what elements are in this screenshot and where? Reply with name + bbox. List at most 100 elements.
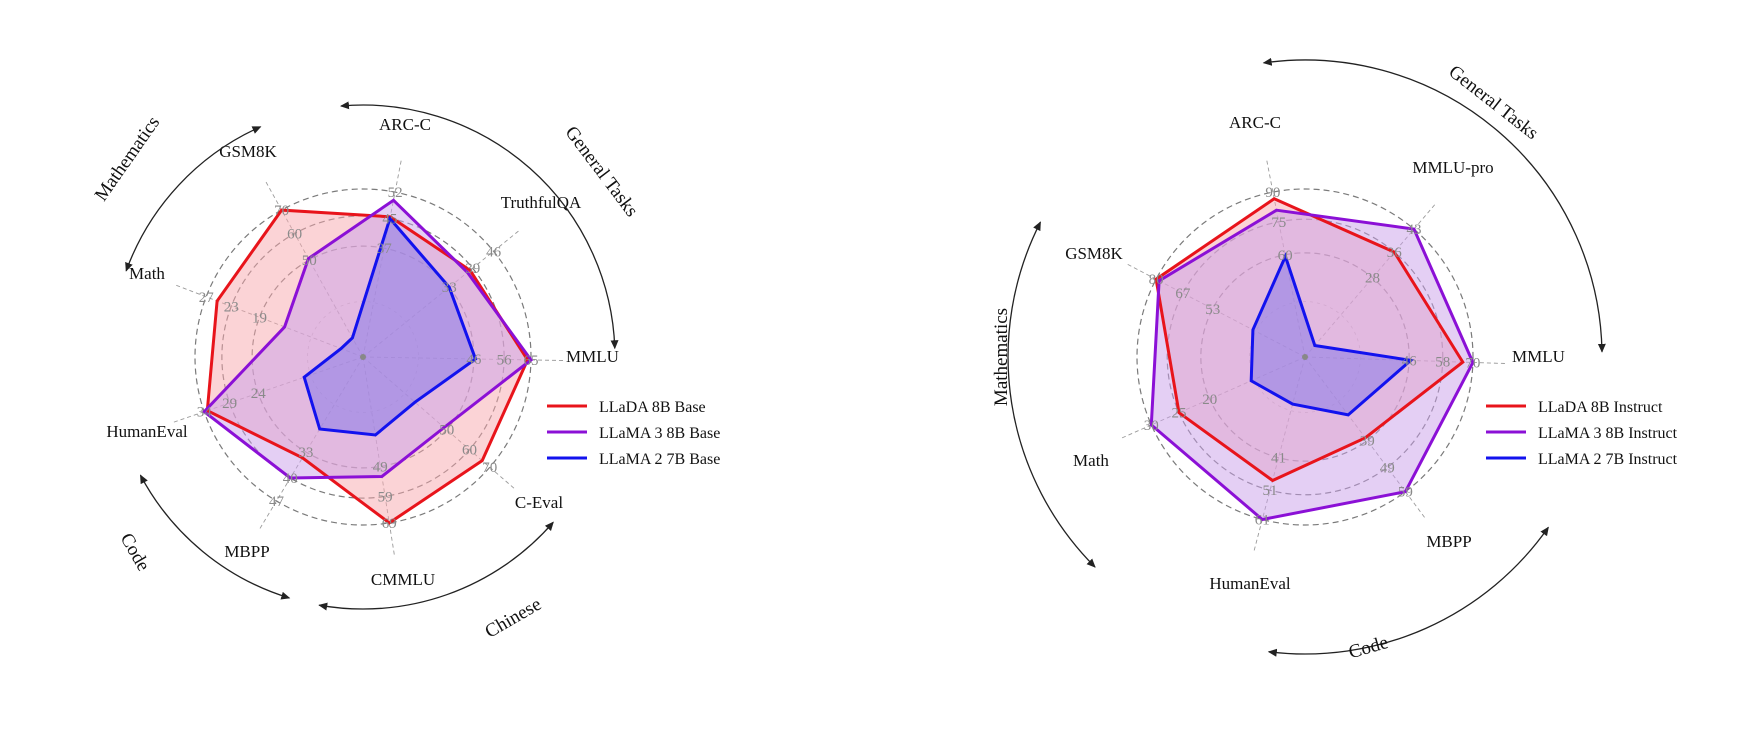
tick-label: 34 bbox=[197, 405, 213, 421]
axis-label-mmlu-pro: MMLU-pro bbox=[1412, 158, 1493, 177]
tick-label: 75 bbox=[1271, 215, 1286, 231]
category-arc-mathematics bbox=[125, 126, 262, 272]
legend-label-llama-3-8b-instruct: LLaMA 3 8B Instruct bbox=[1538, 425, 1678, 442]
tick-label: 29 bbox=[222, 396, 237, 412]
tick-label: 46 bbox=[1402, 353, 1418, 369]
category-arc-mathematics bbox=[1007, 221, 1096, 568]
tick-label: 59 bbox=[1398, 485, 1413, 501]
tick-label: 50 bbox=[302, 253, 317, 269]
tick-label: 39 bbox=[1360, 434, 1375, 450]
group-label-chinese: Chinese bbox=[481, 594, 545, 643]
axis-label-mbpp: MBPP bbox=[224, 542, 269, 561]
axis-label-arc-c: ARC-C bbox=[1229, 113, 1281, 132]
tick-label: 49 bbox=[1380, 460, 1395, 476]
tick-label: 36 bbox=[1387, 245, 1403, 261]
tick-label: 27 bbox=[199, 290, 215, 306]
tick-label: 46 bbox=[486, 244, 502, 260]
tick-label: 33 bbox=[298, 445, 313, 461]
series-line-llama-3-8b-base bbox=[201, 198, 534, 480]
tick-label: 39 bbox=[465, 261, 480, 277]
category-arc-chinese bbox=[318, 521, 554, 611]
tick-label: 45 bbox=[382, 212, 397, 228]
tick-label: 60 bbox=[287, 227, 302, 243]
axis-label-math: Math bbox=[1073, 451, 1109, 470]
axis-label-gsm8k: GSM8K bbox=[1065, 244, 1123, 263]
tick-label: 28 bbox=[1365, 271, 1380, 287]
axis-label-humaneval: HumanEval bbox=[106, 422, 187, 441]
tick-label: 33 bbox=[442, 280, 457, 296]
legend-label-llada-8b-base: LLaDA 8B Base bbox=[599, 399, 706, 416]
tick-label: 23 bbox=[224, 299, 239, 315]
axis-label-truthfulqa: TruthfulQA bbox=[501, 193, 582, 212]
tick-label: 61 bbox=[1255, 513, 1270, 529]
axis-label-math: Math bbox=[129, 264, 165, 283]
legend-label-llama-3-8b-base: LLaMA 3 8B Base bbox=[599, 425, 720, 442]
category-arc-start-chinese bbox=[544, 521, 554, 531]
grid-ring bbox=[194, 188, 532, 526]
legend: LLaDA 8B Base LLaMA 3 8B Base LLaMA 2 7B B… bbox=[547, 399, 720, 468]
category-arc-general-tasks bbox=[1263, 59, 1606, 353]
tick-label: 25 bbox=[1172, 406, 1187, 422]
axis-label-mmlu: MMLU bbox=[1512, 347, 1565, 366]
tick-label: 30 bbox=[1144, 418, 1159, 434]
tick-label: 51 bbox=[1263, 483, 1278, 499]
legend: LLaDA 8B Instruct LLaMA 3 8B Instruct LLaM… bbox=[1486, 399, 1678, 468]
tick-label: 47 bbox=[269, 494, 285, 510]
group-label-code: Code bbox=[116, 530, 154, 575]
tick-label: 65 bbox=[524, 353, 539, 369]
category-arc-code bbox=[1267, 527, 1549, 657]
tick-label: 37 bbox=[377, 241, 393, 257]
tick-label: 20 bbox=[1202, 392, 1217, 408]
series-line-llama-2-7b-instruct bbox=[1249, 252, 1415, 417]
tick-label: 40 bbox=[283, 471, 298, 487]
tick-label: 56 bbox=[497, 353, 513, 369]
group-label-code: Code bbox=[1346, 632, 1390, 663]
tick-label: 50 bbox=[439, 423, 454, 439]
tick-label: 80 bbox=[1149, 272, 1164, 288]
center-dot bbox=[1302, 354, 1308, 360]
tick-label: 43 bbox=[1407, 222, 1422, 238]
group-label-mathematics: Mathematics bbox=[991, 308, 1012, 406]
tick-label: 67 bbox=[1175, 286, 1191, 302]
tick-label: 24 bbox=[251, 386, 267, 402]
tick-label: 59 bbox=[378, 489, 393, 505]
series-area-llama-2-7b-instruct bbox=[1251, 256, 1411, 415]
grid-ring bbox=[1136, 188, 1474, 526]
category-arc-general-tasks bbox=[340, 104, 619, 350]
axis-label-arc-c: ARC-C bbox=[379, 115, 431, 134]
category-arc-code bbox=[139, 474, 290, 599]
series-line-llama-2-7b-base bbox=[302, 215, 478, 437]
category-arc-start-mathematics bbox=[1086, 558, 1096, 568]
tick-label: 70 bbox=[274, 203, 289, 219]
tick-label: 53 bbox=[1205, 302, 1220, 318]
tick-label: 49 bbox=[373, 460, 388, 476]
axis-label-gsm8k: GSM8K bbox=[219, 142, 277, 161]
tick-label: 60 bbox=[462, 443, 477, 459]
tick-label: 69 bbox=[382, 516, 397, 532]
group-label-mathematics: Mathematics bbox=[91, 113, 164, 205]
tick-label: 41 bbox=[1271, 451, 1286, 467]
tick-label: 70 bbox=[1465, 356, 1480, 372]
legend-label-llada-8b-instruct: LLaDA 8B Instruct bbox=[1538, 399, 1663, 416]
series-line-llada-8b-instruct bbox=[1154, 196, 1465, 483]
tick-label: 90 bbox=[1265, 185, 1280, 201]
axis-label-cmmlu: CMMLU bbox=[371, 570, 435, 589]
tick-label: 52 bbox=[388, 185, 403, 201]
tick-label: 70 bbox=[482, 460, 497, 476]
axis-label-c-eval: C-Eval bbox=[515, 493, 563, 512]
axis-label-mbpp: MBPP bbox=[1426, 532, 1471, 551]
category-arc-start-code bbox=[280, 591, 291, 600]
axis-label-mmlu: MMLU bbox=[566, 347, 619, 366]
tick-label: 46 bbox=[466, 352, 482, 368]
center-dot bbox=[360, 354, 366, 360]
tick-label: 58 bbox=[1435, 355, 1450, 371]
legend-label-llama-2-7b-instruct: LLaMA 2 7B Instruct bbox=[1538, 451, 1678, 468]
series-line-llama-3-8b-instruct bbox=[1149, 208, 1475, 522]
series-area-llama-2-7b-base bbox=[304, 218, 476, 435]
axis-label-humaneval: HumanEval bbox=[1209, 574, 1290, 593]
tick-label: 19 bbox=[252, 310, 267, 326]
legend-label-llama-2-7b-base: LLaMA 2 7B Base bbox=[599, 451, 720, 468]
